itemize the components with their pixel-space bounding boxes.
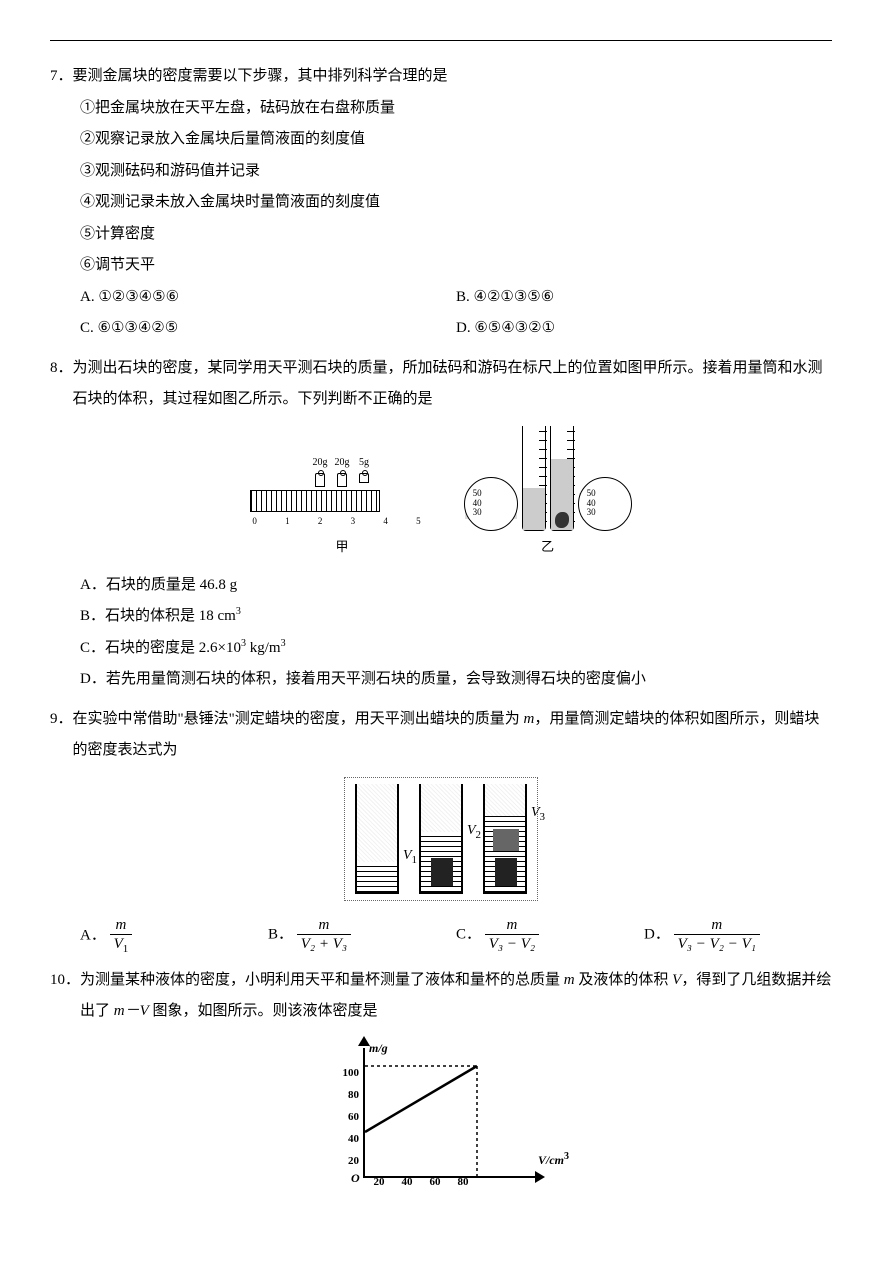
- q8-figure-right: 50 40 30 50: [464, 426, 632, 560]
- q8-option-c: C．石块的密度是 2.6×103 kg/m3: [50, 633, 832, 665]
- q8-caption-left: 甲: [250, 533, 433, 560]
- question-8: 8． 为测出石块的密度，某同学用天平测石块的质量，所加砝码和游码在标尺上的位置如…: [50, 353, 832, 696]
- ruler-icon: [250, 490, 380, 512]
- q9-figure: V1 V2 V3: [50, 777, 832, 907]
- q8-option-d: D．若先用量筒测石块的体积，接着用天平测石块的质量，会导致测得石块的密度偏小: [50, 664, 832, 696]
- question-7: 7． 要测金属块的密度需要以下步骤，其中排列科学合理的是 ①把金属块放在天平左盘…: [50, 61, 832, 345]
- x-axis-label: V/cm3: [538, 1146, 569, 1173]
- q7-option-a: A. ①②③④⑤⑥: [80, 282, 456, 314]
- cylinder-before-icon: [522, 426, 546, 531]
- q10-number: 10．: [50, 965, 80, 1028]
- q7-number: 7．: [50, 61, 73, 93]
- top-rule: [50, 40, 832, 41]
- magnifier-right-icon: 50 40 30: [578, 477, 632, 531]
- origin-label: O: [351, 1166, 360, 1191]
- q8-caption-right: 乙: [464, 533, 632, 560]
- q9-option-b: B． mV₂ + V₃: [268, 916, 456, 956]
- weight-icon: [337, 473, 347, 487]
- q7-stem: 要测金属块的密度需要以下步骤，其中排列科学合理的是: [73, 61, 448, 93]
- chart-line: [365, 1056, 515, 1176]
- q10-stem: 为测量某种液体的密度，小明利用天平和量杯测量了液体和量杯的总质量 m 及液体的体…: [80, 965, 832, 1028]
- q7-step-5: ⑤计算密度: [50, 219, 832, 251]
- cylinder-after-icon: [550, 426, 574, 531]
- q9-option-a: A． mV1: [80, 916, 268, 956]
- q9-number: 9．: [50, 704, 73, 767]
- mag-left-tick: 30: [473, 508, 482, 518]
- y-tick-labels: 100 80 60 40 20: [333, 1068, 359, 1178]
- q8-figure: 20g 20g 5g 0 1 2 3 4 5 甲 50 40 30: [50, 426, 832, 560]
- weight-icon: [315, 473, 325, 487]
- q7-step-1: ①把金属块放在天平左盘，砝码放在右盘称质量: [50, 93, 832, 125]
- q8-number: 8．: [50, 353, 73, 416]
- question-10: 10． 为测量某种液体的密度，小明利用天平和量杯测量了液体和量杯的总质量 m 及…: [50, 965, 832, 1201]
- q7-step-6: ⑥调节天平: [50, 250, 832, 282]
- q8-stem: 为测出石块的密度，某同学用天平测石块的质量，所加砝码和游码在标尺上的位置如图甲所…: [73, 353, 832, 416]
- q8-option-a: A．石块的质量是 46.8 g: [50, 570, 832, 602]
- q8-figure-left: 20g 20g 5g 0 1 2 3 4 5 甲: [250, 452, 433, 560]
- beaker-3-icon: V3: [483, 784, 527, 894]
- q9-option-d: D． mV₃ − V₂ − V₁: [644, 916, 832, 956]
- weight-icon: [359, 473, 369, 483]
- q10-figure: m/g V/cm3 100 80 60 40 20 O 20 40 60 80: [50, 1038, 832, 1201]
- q9-stem: 在实验中常借助"悬锤法"测定蜡块的密度，用天平测出蜡块的质量为 m，用量筒测定蜡…: [73, 704, 832, 767]
- rock-icon: [555, 512, 569, 528]
- q7-option-b: B. ④②①③⑤⑥: [456, 282, 832, 314]
- ruler-ticks: 0 1 2 3 4 5: [250, 512, 433, 531]
- question-9: 9． 在实验中常借助"悬锤法"测定蜡块的密度，用天平测出蜡块的质量为 m，用量筒…: [50, 704, 832, 957]
- q7-option-c: C. ⑥①③④②⑤: [80, 313, 456, 345]
- q7-step-3: ③观测砝码和游码值并记录: [50, 156, 832, 188]
- beaker-2-icon: V2: [419, 784, 463, 894]
- mag-right-tick: 30: [587, 508, 596, 518]
- q7-step-2: ②观察记录放入金属块后量筒液面的刻度值: [50, 124, 832, 156]
- beaker-1-icon: V1: [355, 784, 399, 894]
- q7-option-d: D. ⑥⑤④③②①: [456, 313, 832, 345]
- q8-option-b: B．石块的体积是 18 cm3: [50, 601, 832, 633]
- q7-step-4: ④观测记录未放入金属块时量筒液面的刻度值: [50, 187, 832, 219]
- q9-option-c: C． mV₃ − V₂: [456, 916, 644, 956]
- magnifier-left-icon: 50 40 30: [464, 477, 518, 531]
